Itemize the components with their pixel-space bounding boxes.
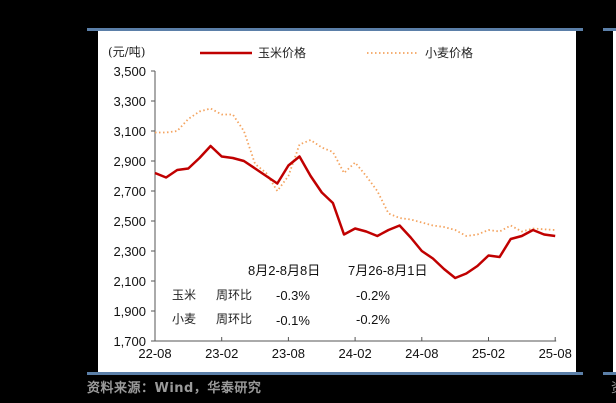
wheat-price-line (155, 107, 556, 237)
top-rule (87, 28, 583, 31)
row-wheat-item: 小麦 (172, 312, 196, 326)
x-tick-label: 23-02 (205, 346, 238, 361)
period-header-previous: 7月26-8月1日 (348, 263, 427, 278)
x-tick-label: 25-08 (539, 346, 572, 361)
x-tick-label: 24-02 (338, 346, 371, 361)
legend-corn-label: 玉米价格 (258, 45, 306, 60)
bottom-rule-right (603, 372, 616, 375)
row-corn-item: 玉米 (172, 288, 196, 302)
top-rule-right (603, 28, 616, 31)
y-tick-label: 2,100 (113, 274, 146, 289)
corn-price-line (154, 144, 556, 280)
y-axis: 1,700 1,900 2,100 2,300 2,500 2,700 2,900 3,100… (113, 64, 156, 349)
unit-label: (元/吨) (108, 45, 145, 59)
y-tick-label: 3,300 (113, 94, 146, 109)
bottom-rule (87, 372, 583, 375)
x-tick-label: 23-08 (272, 346, 305, 361)
y-tick-label: 1,900 (113, 304, 146, 319)
y-tick-label: 3,500 (113, 64, 146, 79)
next-source-fragment: 资 (611, 377, 616, 396)
row-corn-current: -0.3% (276, 288, 310, 303)
x-tick-label: 24-08 (405, 346, 438, 361)
period-header-current: 8月2-8月8日 (248, 263, 320, 278)
x-axis: 22-08 23-02 23-08 24-02 24-08 25-02 25-08 (138, 337, 572, 361)
y-tick-label: 1,700 (113, 334, 146, 349)
row-wheat-previous: -0.2% (356, 312, 390, 327)
next-chart-panel-edge (613, 31, 616, 372)
row-corn-previous: -0.2% (356, 288, 390, 303)
y-tick-label: 2,300 (113, 244, 146, 259)
y-tick-label: 2,900 (113, 154, 146, 169)
x-tick-label: 25-02 (472, 346, 505, 361)
legend-wheat-label: 小麦价格 (425, 45, 473, 60)
row-corn-metric: 周环比 (216, 288, 252, 302)
y-tick-label: 2,500 (113, 214, 146, 229)
row-wheat-current: -0.1% (276, 313, 310, 328)
weekly-change-table: 8月2-8月8日 7月26-8月1日 玉米 周环比 -0.3% -0.2% 小麦… (172, 263, 427, 328)
y-tick-label: 3,100 (113, 124, 146, 139)
y-tick-label: 2,700 (113, 184, 146, 199)
row-wheat-metric: 周环比 (216, 312, 252, 326)
legend: 玉米价格 小麦价格 (200, 45, 473, 60)
chart-panel (98, 31, 576, 372)
source-note: 资料来源：Wind，华泰研究 (87, 381, 262, 396)
x-tick-label: 22-08 (138, 346, 171, 361)
